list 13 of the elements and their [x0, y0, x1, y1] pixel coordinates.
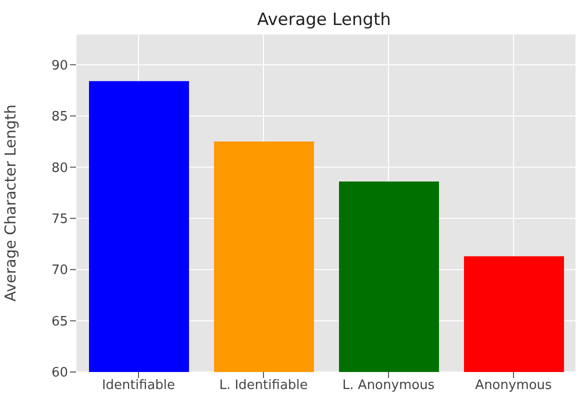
y-tick-label: 80: [51, 160, 68, 176]
y-axis-title: Average Character Length: [1, 104, 20, 302]
y-tick-label: 75: [51, 212, 68, 227]
y-tick-label: 85: [51, 110, 68, 125]
y-tick-label: 60: [51, 366, 68, 381]
chart-title: Average Length: [256, 10, 392, 30]
x-tick-label: Anonymous: [475, 378, 552, 394]
x-tick-label: L. Identifiable: [219, 378, 308, 394]
y-tick-label: 70: [51, 263, 68, 278]
y-tick-label: 90: [51, 58, 68, 74]
x-tick-label: Identifiable: [102, 378, 176, 394]
y-tick-label: 65: [51, 314, 68, 330]
x-tick-label: L. Anonymous: [342, 378, 435, 394]
